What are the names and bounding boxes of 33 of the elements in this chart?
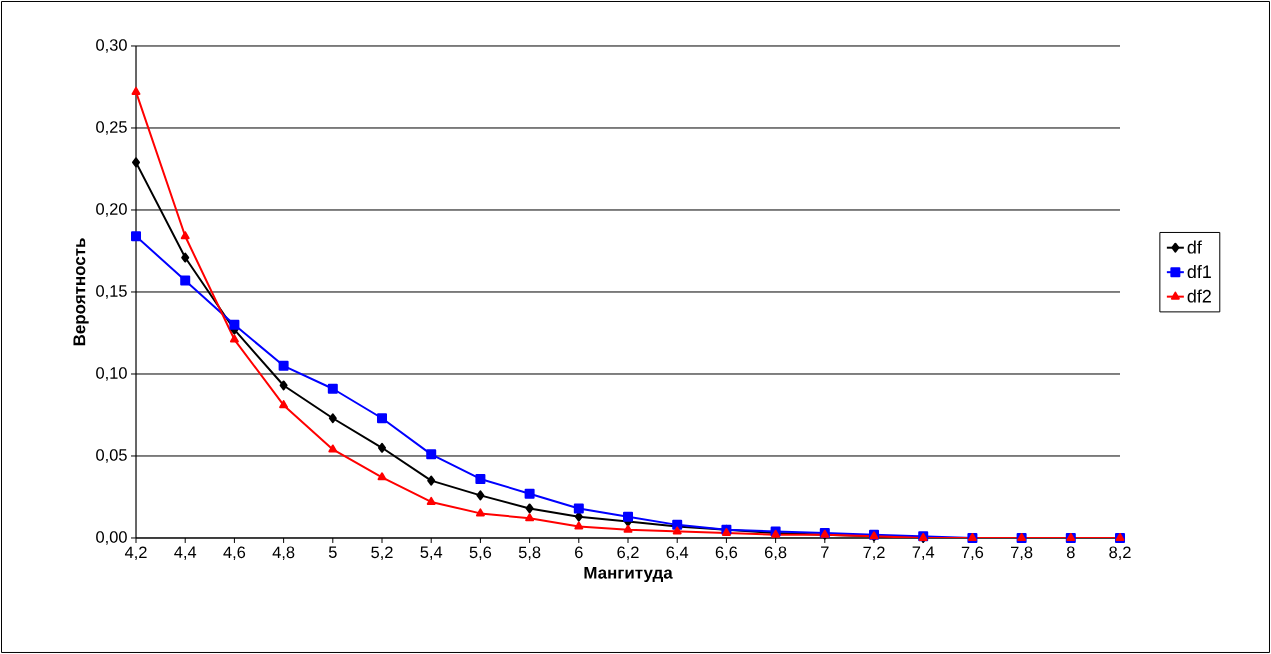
x-tick-label: 6,8 xyxy=(765,546,787,561)
y-tick-label: 0,15 xyxy=(96,285,127,299)
x-tick-label: 7,4 xyxy=(912,546,935,560)
x-tick-label: 4,8 xyxy=(272,546,295,561)
x-tick-label: 5 xyxy=(328,546,337,558)
x-tick-label: 7 xyxy=(821,546,829,558)
legend-label: df xyxy=(1187,240,1202,254)
x-tick-label: 5,6 xyxy=(469,546,492,561)
y-tick-label: 0,05 xyxy=(96,449,127,463)
x-tick-label: 5,2 xyxy=(371,546,393,561)
x-tick-label: 6,4 xyxy=(666,546,689,561)
y-tick-label: 0,10 xyxy=(96,367,127,381)
y-axis-title: Вероятность xyxy=(73,238,89,346)
y-tick-label: 0,20 xyxy=(96,203,127,217)
x-tick-label: 7,2 xyxy=(863,546,885,561)
x-tick-label: 7,8 xyxy=(1011,546,1033,561)
legend-label: df1 xyxy=(1187,264,1211,279)
x-tick-label: 8 xyxy=(1066,546,1075,559)
x-tick-label: 4,2 xyxy=(124,546,147,561)
x-tick-label: 6,2 xyxy=(617,546,639,561)
y-tick-label: 0,30 xyxy=(96,39,127,53)
x-tick-label: 6 xyxy=(575,546,583,559)
y-tick-label: 0,25 xyxy=(96,121,127,135)
x-tick-label: 7,6 xyxy=(961,546,984,561)
y-tick-label: 0,00 xyxy=(96,531,127,545)
x-axis-title: Мангитуда xyxy=(584,566,673,583)
x-tick-label: 5,4 xyxy=(420,546,443,560)
x-tick-label: 8,2 xyxy=(1109,546,1131,561)
x-tick-label: 4,4 xyxy=(174,546,197,560)
legend-label: df2 xyxy=(1187,289,1211,303)
x-tick-label: 6,6 xyxy=(715,546,738,561)
x-tick-label: 5,8 xyxy=(518,546,541,561)
x-tick-label: 4,6 xyxy=(223,546,246,561)
